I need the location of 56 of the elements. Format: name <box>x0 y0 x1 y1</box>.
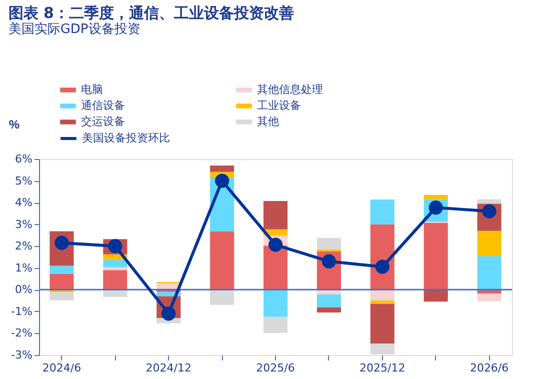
legend-label: 美国设备投资环比 <box>82 132 170 144</box>
y-tick-label: 3% <box>15 218 32 231</box>
bar <box>424 290 448 302</box>
y-tick-label: 1% <box>15 261 32 274</box>
bar <box>263 201 288 230</box>
point <box>268 238 283 252</box>
bar <box>477 230 502 256</box>
y-tick-label: -2% <box>11 326 32 340</box>
bar <box>103 260 128 268</box>
bar <box>424 194 448 200</box>
x-tick-label: 2025/12 <box>360 362 406 374</box>
bar <box>103 270 128 290</box>
bar <box>370 200 394 224</box>
bar <box>263 290 288 317</box>
bar <box>50 292 74 300</box>
bar <box>50 274 74 290</box>
bar <box>50 266 74 274</box>
legend-label: 其他信息处理 <box>257 83 323 96</box>
y-tick-label: 6% <box>15 152 32 166</box>
bar <box>370 304 394 344</box>
y-tick-label: 2% <box>15 240 32 253</box>
legend-label: 工业设备 <box>257 99 301 112</box>
point <box>375 260 390 274</box>
x-tick-label: 2024/12 <box>146 362 192 374</box>
y-tick-label: 4% <box>15 196 32 210</box>
y-tick-label: 5% <box>15 174 32 188</box>
bar <box>477 199 502 204</box>
x-tick-label: 2026/6 <box>470 362 509 374</box>
y-axis-title: % <box>8 118 20 132</box>
bar <box>370 290 394 301</box>
bar <box>316 249 341 252</box>
legend-label: 通信设备 <box>81 99 125 112</box>
legend-label: 交运设备 <box>81 115 125 128</box>
bar <box>370 300 394 304</box>
bar <box>316 294 341 308</box>
point <box>322 254 336 268</box>
bar <box>263 316 288 334</box>
bar <box>210 290 234 305</box>
bar <box>103 267 128 270</box>
x-tick-label: 2025/6 <box>256 362 295 374</box>
legend-label: 电脑 <box>81 83 103 96</box>
bar <box>424 222 448 290</box>
point <box>214 174 230 188</box>
y-tick-label: 0% <box>15 283 32 296</box>
bar <box>210 166 234 172</box>
bar <box>316 307 341 313</box>
bar <box>316 238 341 250</box>
y-tick-label: -1% <box>11 304 32 318</box>
legend-label: 其他 <box>257 115 279 128</box>
chart-subtitle: 美国实际GDP设备投资 <box>8 21 140 37</box>
y-tick-label: -3% <box>11 348 32 362</box>
bar <box>210 232 234 290</box>
chart-title: 图表 8：二季度，通信、工业设备投资改善 <box>8 4 294 22</box>
x-tick-label: 2024/6 <box>42 362 82 374</box>
bar <box>477 294 502 302</box>
bar <box>477 256 502 290</box>
